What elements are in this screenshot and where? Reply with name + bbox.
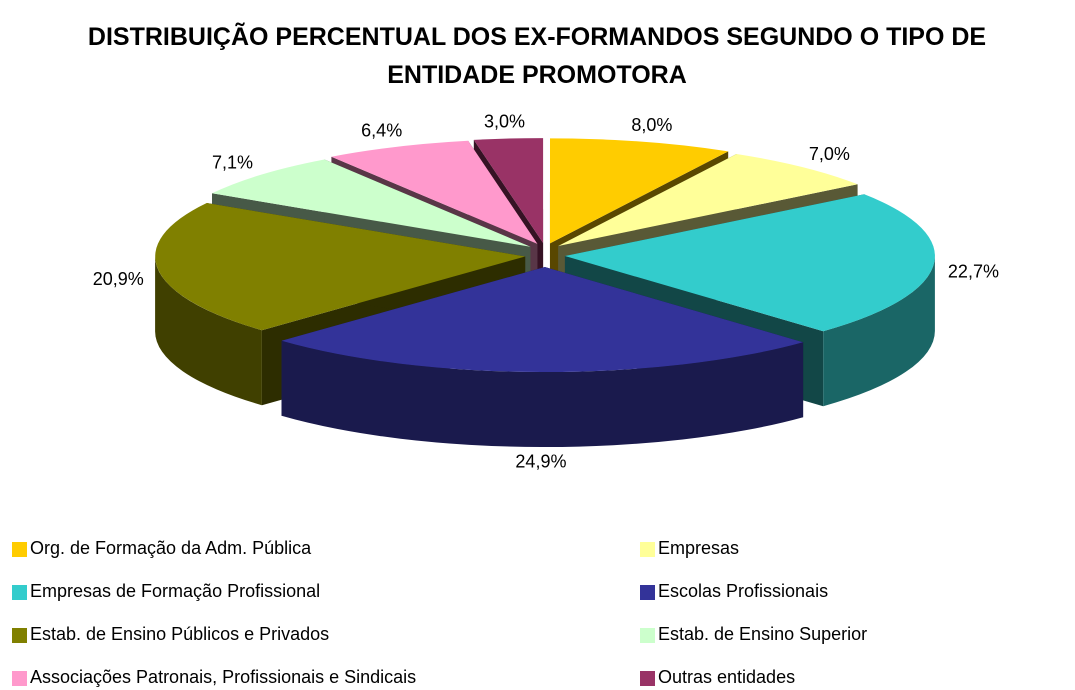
data-label: 7,0%	[809, 144, 850, 164]
legend-label: Associações Patronais, Profissionais e S…	[30, 667, 416, 687]
data-label: 24,9%	[515, 452, 566, 472]
slice-side	[823, 256, 935, 407]
slice	[473, 138, 544, 244]
slice-side	[155, 256, 262, 406]
legend-swatch	[640, 585, 655, 600]
legend-label: Escolas Profissionais	[658, 581, 828, 601]
slice	[331, 140, 538, 244]
slice	[558, 154, 858, 246]
legend-label: Estab. de Ensino Superior	[658, 624, 867, 644]
data-label: 20,9%	[93, 269, 144, 289]
slice	[281, 266, 804, 373]
legend-swatch	[640, 542, 655, 557]
slice-side	[281, 340, 804, 448]
slice	[155, 203, 526, 331]
data-label: 8,0%	[631, 115, 672, 135]
data-label: 22,7%	[948, 261, 999, 281]
data-label: 7,1%	[212, 152, 253, 172]
legend-label: Estab. de Ensino Públicos e Privados	[30, 624, 329, 644]
slice	[564, 194, 935, 332]
legend-swatch	[12, 671, 27, 686]
data-label: 3,0%	[484, 111, 525, 131]
legend-swatch	[12, 585, 27, 600]
slice	[212, 159, 531, 247]
chart-title: DISTRIBUIÇÃO PERCENTUAL DOS EX-FORMANDOS…	[87, 23, 987, 89]
legend-label: Outras entidades	[658, 667, 795, 687]
legend-swatch	[640, 671, 655, 686]
legend-label: Empresas	[658, 538, 739, 558]
data-label: 6,4%	[361, 121, 402, 141]
legend-swatch	[640, 628, 655, 643]
legend-swatch	[12, 542, 27, 557]
legend-label: Org. de Formação da Adm. Pública	[30, 538, 312, 558]
legend-label: Empresas de Formação Profissional	[30, 581, 320, 601]
slice	[549, 138, 729, 244]
legend-swatch	[12, 628, 27, 643]
